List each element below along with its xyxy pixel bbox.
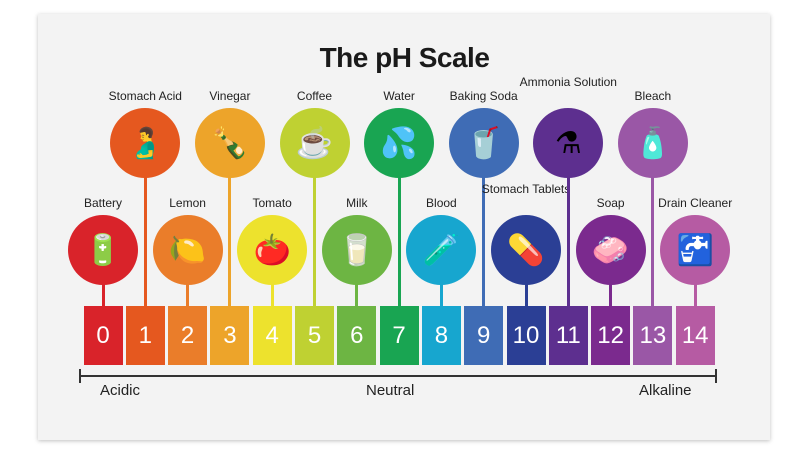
soap-icon: 🧼 (591, 233, 630, 267)
item-label: Milk (346, 196, 368, 210)
item-label: Lemon (169, 196, 206, 210)
acidic-label: Acidic (100, 382, 141, 399)
item-label: Tomato (252, 196, 292, 210)
item-label: Drain Cleaner (658, 196, 733, 210)
connector-line (355, 280, 359, 306)
flask-icon: ⚗ (554, 126, 582, 160)
connector-line (609, 280, 613, 306)
axis-line (80, 375, 717, 377)
connector-line (270, 280, 274, 306)
page-title: The pH Scale (319, 42, 490, 73)
baking-soda-circle: 🥤 (448, 108, 519, 178)
item-label: Vinegar (209, 89, 251, 103)
axis-tick-right (715, 369, 717, 383)
item-label: Baking Soda (449, 89, 518, 103)
lemon-circle: 🍋 (152, 215, 223, 285)
connector-line (228, 173, 232, 306)
tomato-icon: 🍅 (253, 233, 291, 267)
ph-box-10: 10 (506, 306, 546, 365)
item-label: Bleach (634, 89, 672, 103)
flask-circle: ⚗ (533, 108, 604, 178)
connector-line (693, 280, 697, 306)
stomach-tablets-circle: 💊 (491, 215, 561, 285)
ph-box-3: 3 (210, 306, 250, 365)
connector-line (313, 173, 316, 306)
vinegar-bottle-circle: 🍾 (194, 108, 265, 178)
ph-box-11: 11 (548, 306, 588, 365)
vinegar-bottle-icon: 🍾 (211, 126, 249, 160)
connector-line (482, 173, 486, 306)
soap-circle: 🧼 (575, 215, 646, 285)
item-label: Battery (83, 196, 122, 210)
ph-box-0: 0 (83, 306, 123, 365)
coffee-cup-icon: ☕ (295, 126, 334, 160)
item-label: Blood (426, 196, 457, 210)
ph-box-4: 4 (252, 306, 292, 365)
lemon-icon: 🍋 (168, 233, 207, 267)
ph-box-13: 13 (633, 306, 673, 365)
ph-box-9: 9 (464, 306, 504, 365)
stomach-icon: 🫃 (126, 126, 164, 160)
stomach-tablets-icon: 💊 (507, 233, 545, 267)
connector-line (524, 280, 528, 306)
ph-box-5: 5 (295, 306, 334, 365)
bleach-jug-circle: 🧴 (617, 108, 688, 178)
baking-soda-icon: 🥤 (465, 126, 503, 160)
ph-box-7: 7 (379, 306, 419, 365)
stomach-circle: 🫃 (110, 108, 181, 178)
blood-tube-icon: 🧪 (422, 233, 461, 267)
water-splash-icon: 💦 (380, 126, 418, 160)
ph-box-6: 6 (337, 306, 377, 365)
ph-box-8: 8 (421, 306, 461, 365)
connector-line (101, 280, 105, 306)
sink-circle: 🚰 (660, 215, 731, 285)
item-label: Stomach Acid (108, 89, 182, 103)
ph-box-14: 14 (675, 306, 715, 365)
item-label: Water (383, 89, 415, 103)
item-label: Soap (596, 196, 625, 210)
axis-tick-left (79, 369, 81, 383)
item-label: Coffee (296, 89, 333, 103)
connector-line (651, 173, 655, 306)
sink-icon: 🚰 (676, 233, 714, 267)
item-label: Ammonia Solution (519, 75, 617, 89)
water-splash-circle: 💦 (364, 108, 435, 178)
connector-line (566, 173, 570, 306)
tomato-circle: 🍅 (237, 215, 308, 285)
blood-tube-circle: 🧪 (406, 215, 477, 285)
ph-box-1: 1 (125, 306, 165, 365)
item-label: Stomach Tablets (481, 182, 571, 196)
connector-line (143, 173, 147, 306)
bleach-jug-icon: 🧴 (634, 126, 672, 160)
coffee-cup-circle: ☕ (279, 108, 350, 178)
neutral-label: Neutral (366, 382, 415, 399)
connector-line (186, 280, 190, 306)
battery-circle: 🔋 (68, 215, 138, 285)
milk-bottle-icon: 🥛 (338, 233, 376, 267)
milk-bottle-circle: 🥛 (321, 215, 392, 285)
battery-icon: 🔋 (84, 233, 122, 267)
ph-box-12: 12 (591, 306, 631, 365)
connector-line (439, 280, 443, 306)
connector-line (397, 173, 401, 306)
alkaline-label: Alkaline (639, 382, 692, 399)
ph-box-2: 2 (168, 306, 208, 365)
